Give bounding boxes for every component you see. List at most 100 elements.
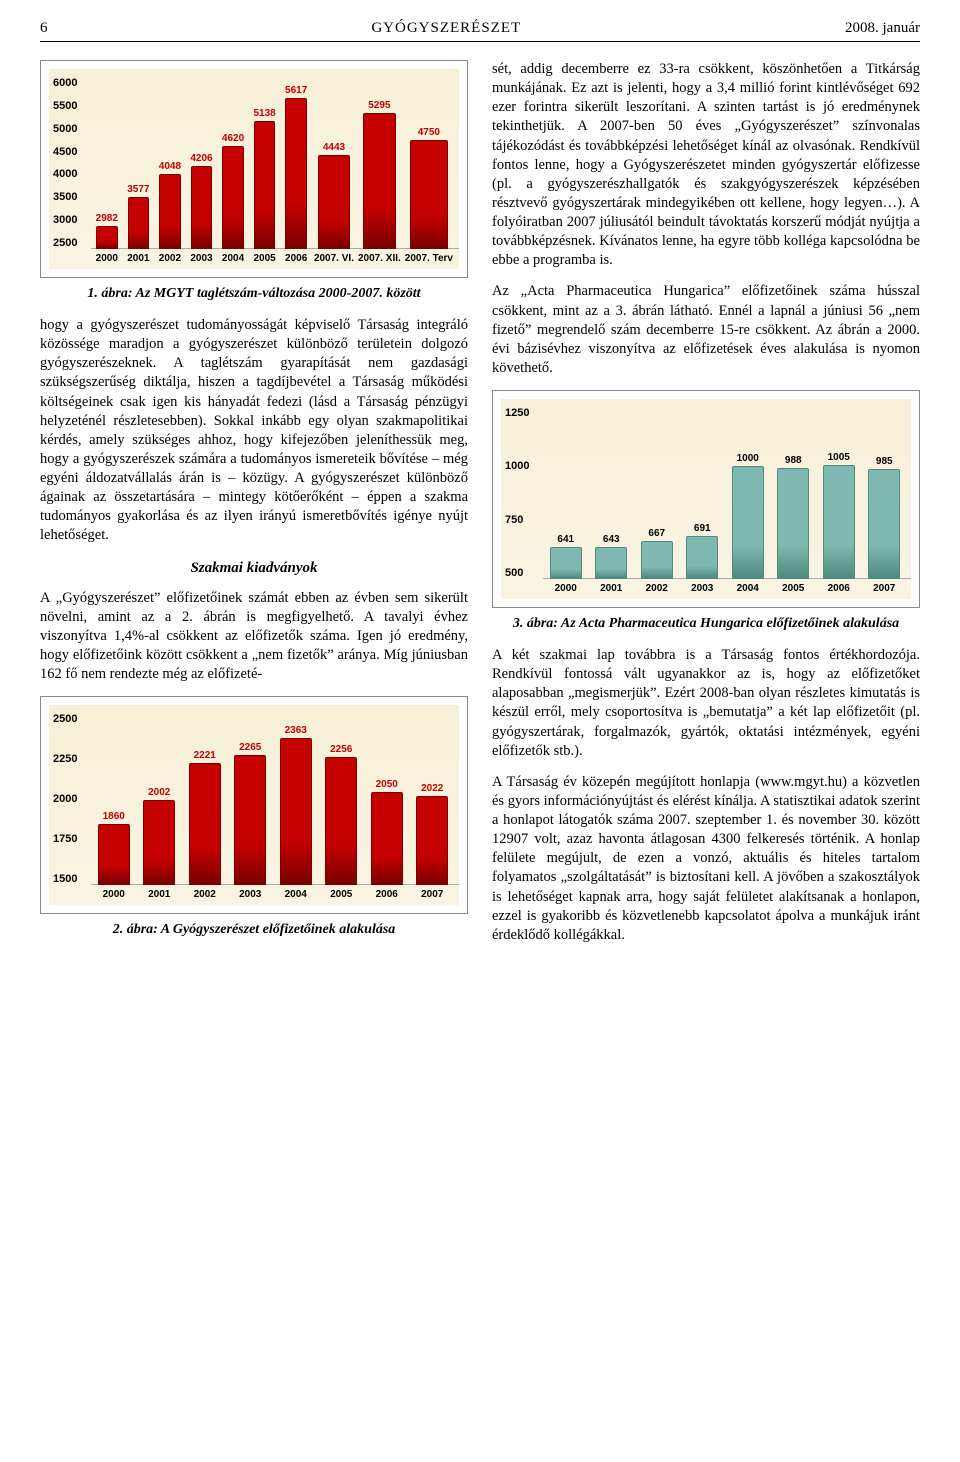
bar	[777, 468, 809, 579]
bar-wrap: 5138 2005	[251, 79, 279, 269]
chart-3-box: 12501000750500 6412000643200166720026912…	[492, 390, 920, 608]
bar	[868, 469, 900, 579]
chart-3: 12501000750500 6412000643200166720026912…	[501, 399, 911, 599]
bar	[550, 547, 582, 579]
bar	[234, 755, 266, 885]
x-tick-label: 2000	[103, 889, 125, 905]
bar	[128, 197, 149, 249]
x-tick-label: 2002	[194, 889, 216, 905]
bar-wrap: 691 2003	[682, 409, 724, 599]
right-column: sét, addig decemberre ez 33-ra csökkent,…	[492, 60, 920, 957]
header-date: 2008. január	[845, 20, 920, 37]
bar-value-label: 2265	[239, 742, 261, 753]
bar	[410, 140, 448, 249]
bar-value-label: 4620	[222, 133, 244, 144]
x-tick-label: 2003	[691, 583, 713, 599]
bar	[371, 792, 403, 886]
x-tick-label: 2004	[737, 583, 759, 599]
page-number: 6	[40, 20, 48, 37]
bar-value-label: 5295	[368, 100, 390, 111]
y-tick: 2250	[53, 753, 87, 765]
bar	[254, 121, 275, 249]
x-tick-label: 2007. VI.	[314, 253, 354, 269]
y-tick: 750	[505, 514, 539, 526]
x-tick-label: 2002	[159, 253, 181, 269]
y-tick: 3500	[53, 191, 87, 203]
bar	[143, 800, 175, 885]
bar-wrap: 6672002	[636, 409, 678, 599]
bar	[96, 226, 117, 249]
y-tick: 5500	[53, 100, 87, 112]
x-tick-label: 2007	[421, 889, 443, 905]
chart-2-caption: 2. ábra: A Gyógyszerészet előfizetőinek …	[40, 922, 468, 938]
chart-1-plot: 2982200035772001404820024206200346202004…	[91, 69, 459, 269]
bar-wrap: 6412000	[545, 409, 587, 599]
chart-1-caption: 1. ábra: Az MGYT taglétszám-változása 20…	[40, 286, 468, 302]
chart-3-caption: 3. ábra: Az Acta Pharmaceutica Hungarica…	[492, 616, 920, 632]
bar-wrap: 10052006	[818, 409, 860, 599]
bar-value-label: 1005	[828, 452, 850, 463]
x-tick-label: 2000	[555, 583, 577, 599]
chart-2-box: 25002250200017501500 1860200020022001222…	[40, 696, 468, 914]
y-tick: 2000	[53, 793, 87, 805]
bar-value-label: 2050	[376, 779, 398, 790]
bar-value-label: 2363	[285, 725, 307, 736]
bar	[98, 824, 130, 885]
y-tick: 2500	[53, 713, 87, 725]
bar	[641, 541, 673, 579]
bar-value-label: 4048	[159, 161, 181, 172]
section-heading: Szakmai kiadványok	[40, 560, 468, 577]
chart-3-y-axis: 12501000750500	[501, 399, 543, 599]
y-tick: 1000	[505, 460, 539, 472]
chart-1-y-axis: 60005500500045004000350030002500	[49, 69, 91, 269]
left-column: 60005500500045004000350030002500 2982200…	[40, 60, 468, 957]
chart-1-box: 60005500500045004000350030002500 2982200…	[40, 60, 468, 278]
x-tick-label: 2007	[873, 583, 895, 599]
bar	[285, 98, 306, 249]
bar-value-label: 1860	[103, 811, 125, 822]
bar-wrap: 52952007. XII.	[358, 79, 401, 269]
bar-value-label: 988	[785, 455, 802, 466]
bar-wrap: 22562005	[321, 715, 363, 905]
x-tick-label: 2003	[190, 253, 212, 269]
bar-wrap: 20222007	[412, 715, 454, 905]
y-tick: 6000	[53, 77, 87, 89]
x-tick-label: 2002	[646, 583, 668, 599]
x-tick-label: 2005	[253, 253, 275, 269]
chart-3-plot: 6412000643200166720026912003100020049882…	[543, 399, 911, 599]
bar-value-label: 985	[876, 456, 893, 467]
bar-wrap: 47502007. Terv	[405, 79, 453, 269]
y-tick: 1500	[53, 873, 87, 885]
bar-wrap: 35772001	[125, 79, 153, 269]
right-para-1: sét, addig decemberre ez 33-ra csökkent,…	[492, 60, 920, 270]
chart-1: 60005500500045004000350030002500 2982200…	[49, 69, 459, 269]
header-title: GYÓGYSZERÉSZET	[371, 20, 521, 37]
bar-wrap: 46202004	[219, 79, 247, 269]
bar-value-label: 4206	[190, 153, 212, 164]
bar-value-label: 2256	[330, 744, 352, 755]
two-column-layout: 60005500500045004000350030002500 2982200…	[40, 60, 920, 957]
bar	[318, 155, 349, 249]
chart-2: 25002250200017501500 1860200020022001222…	[49, 705, 459, 905]
x-tick-label: 2000	[96, 253, 118, 269]
bar	[325, 757, 357, 886]
bar-wrap: 20502006	[366, 715, 408, 905]
y-tick: 3000	[53, 214, 87, 226]
left-para-1: hogy a gyógyszerészet tudományosságát ké…	[40, 316, 468, 546]
y-tick: 2500	[53, 237, 87, 249]
page-header: 6 GYÓGYSZERÉSZET 2008. január	[40, 20, 920, 42]
bar	[222, 146, 243, 249]
bar-value-label: 1000	[737, 453, 759, 464]
bar-wrap: 23632004	[275, 715, 317, 905]
y-tick: 1250	[505, 407, 539, 419]
y-tick: 4500	[53, 146, 87, 158]
bar-value-label: 5138	[253, 108, 275, 119]
bar-wrap: 4206 2003	[188, 79, 216, 269]
x-tick-label: 2001	[148, 889, 170, 905]
bar	[686, 536, 718, 579]
bar-wrap: 1860 2000	[93, 715, 135, 905]
bar-value-label: 5617	[285, 85, 307, 96]
bar-wrap: 22652003	[230, 715, 272, 905]
bar-value-label: 691	[694, 523, 711, 534]
left-para-2: A „Gyógyszerészet” előfizetőinek számát …	[40, 589, 468, 685]
